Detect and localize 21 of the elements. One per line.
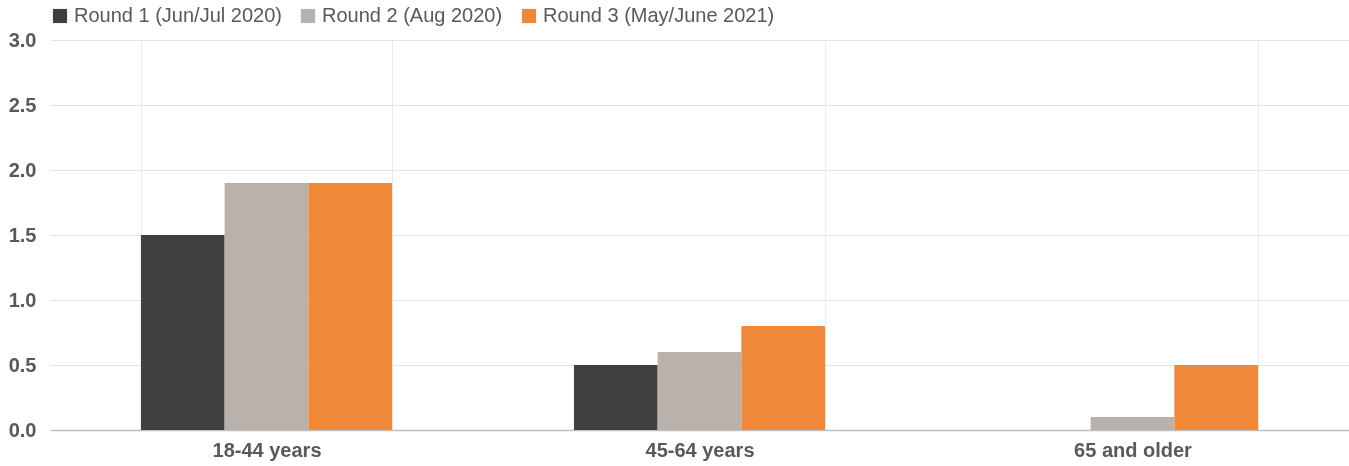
x-tick-label: 45-64 years — [645, 438, 755, 461]
y-tick-label: 1.0 — [8, 288, 37, 311]
bar — [657, 352, 742, 430]
legend-label: Round 2 (Aug 2020) — [322, 4, 503, 26]
y-tick-label: 1.5 — [8, 223, 37, 246]
y-tick-label: 0.0 — [8, 418, 37, 441]
legend-label: Round 3 (May/June 2021) — [543, 4, 775, 26]
bar — [1090, 417, 1175, 430]
y-tick-label: 3.0 — [8, 28, 37, 51]
x-tick-label: 18-44 years — [212, 438, 322, 461]
bar — [308, 183, 393, 430]
bar — [573, 365, 658, 430]
x-tick-label: 65 and older — [1074, 438, 1193, 461]
bar — [140, 235, 225, 430]
bar — [224, 183, 309, 430]
bar — [741, 326, 826, 430]
y-tick-label: 0.5 — [8, 353, 37, 376]
bar — [1174, 365, 1259, 430]
legend-label: Round 1 (Jun/Jul 2020) — [74, 4, 282, 26]
y-tick-label: 2.0 — [8, 158, 37, 181]
y-tick-label: 2.5 — [8, 93, 37, 116]
